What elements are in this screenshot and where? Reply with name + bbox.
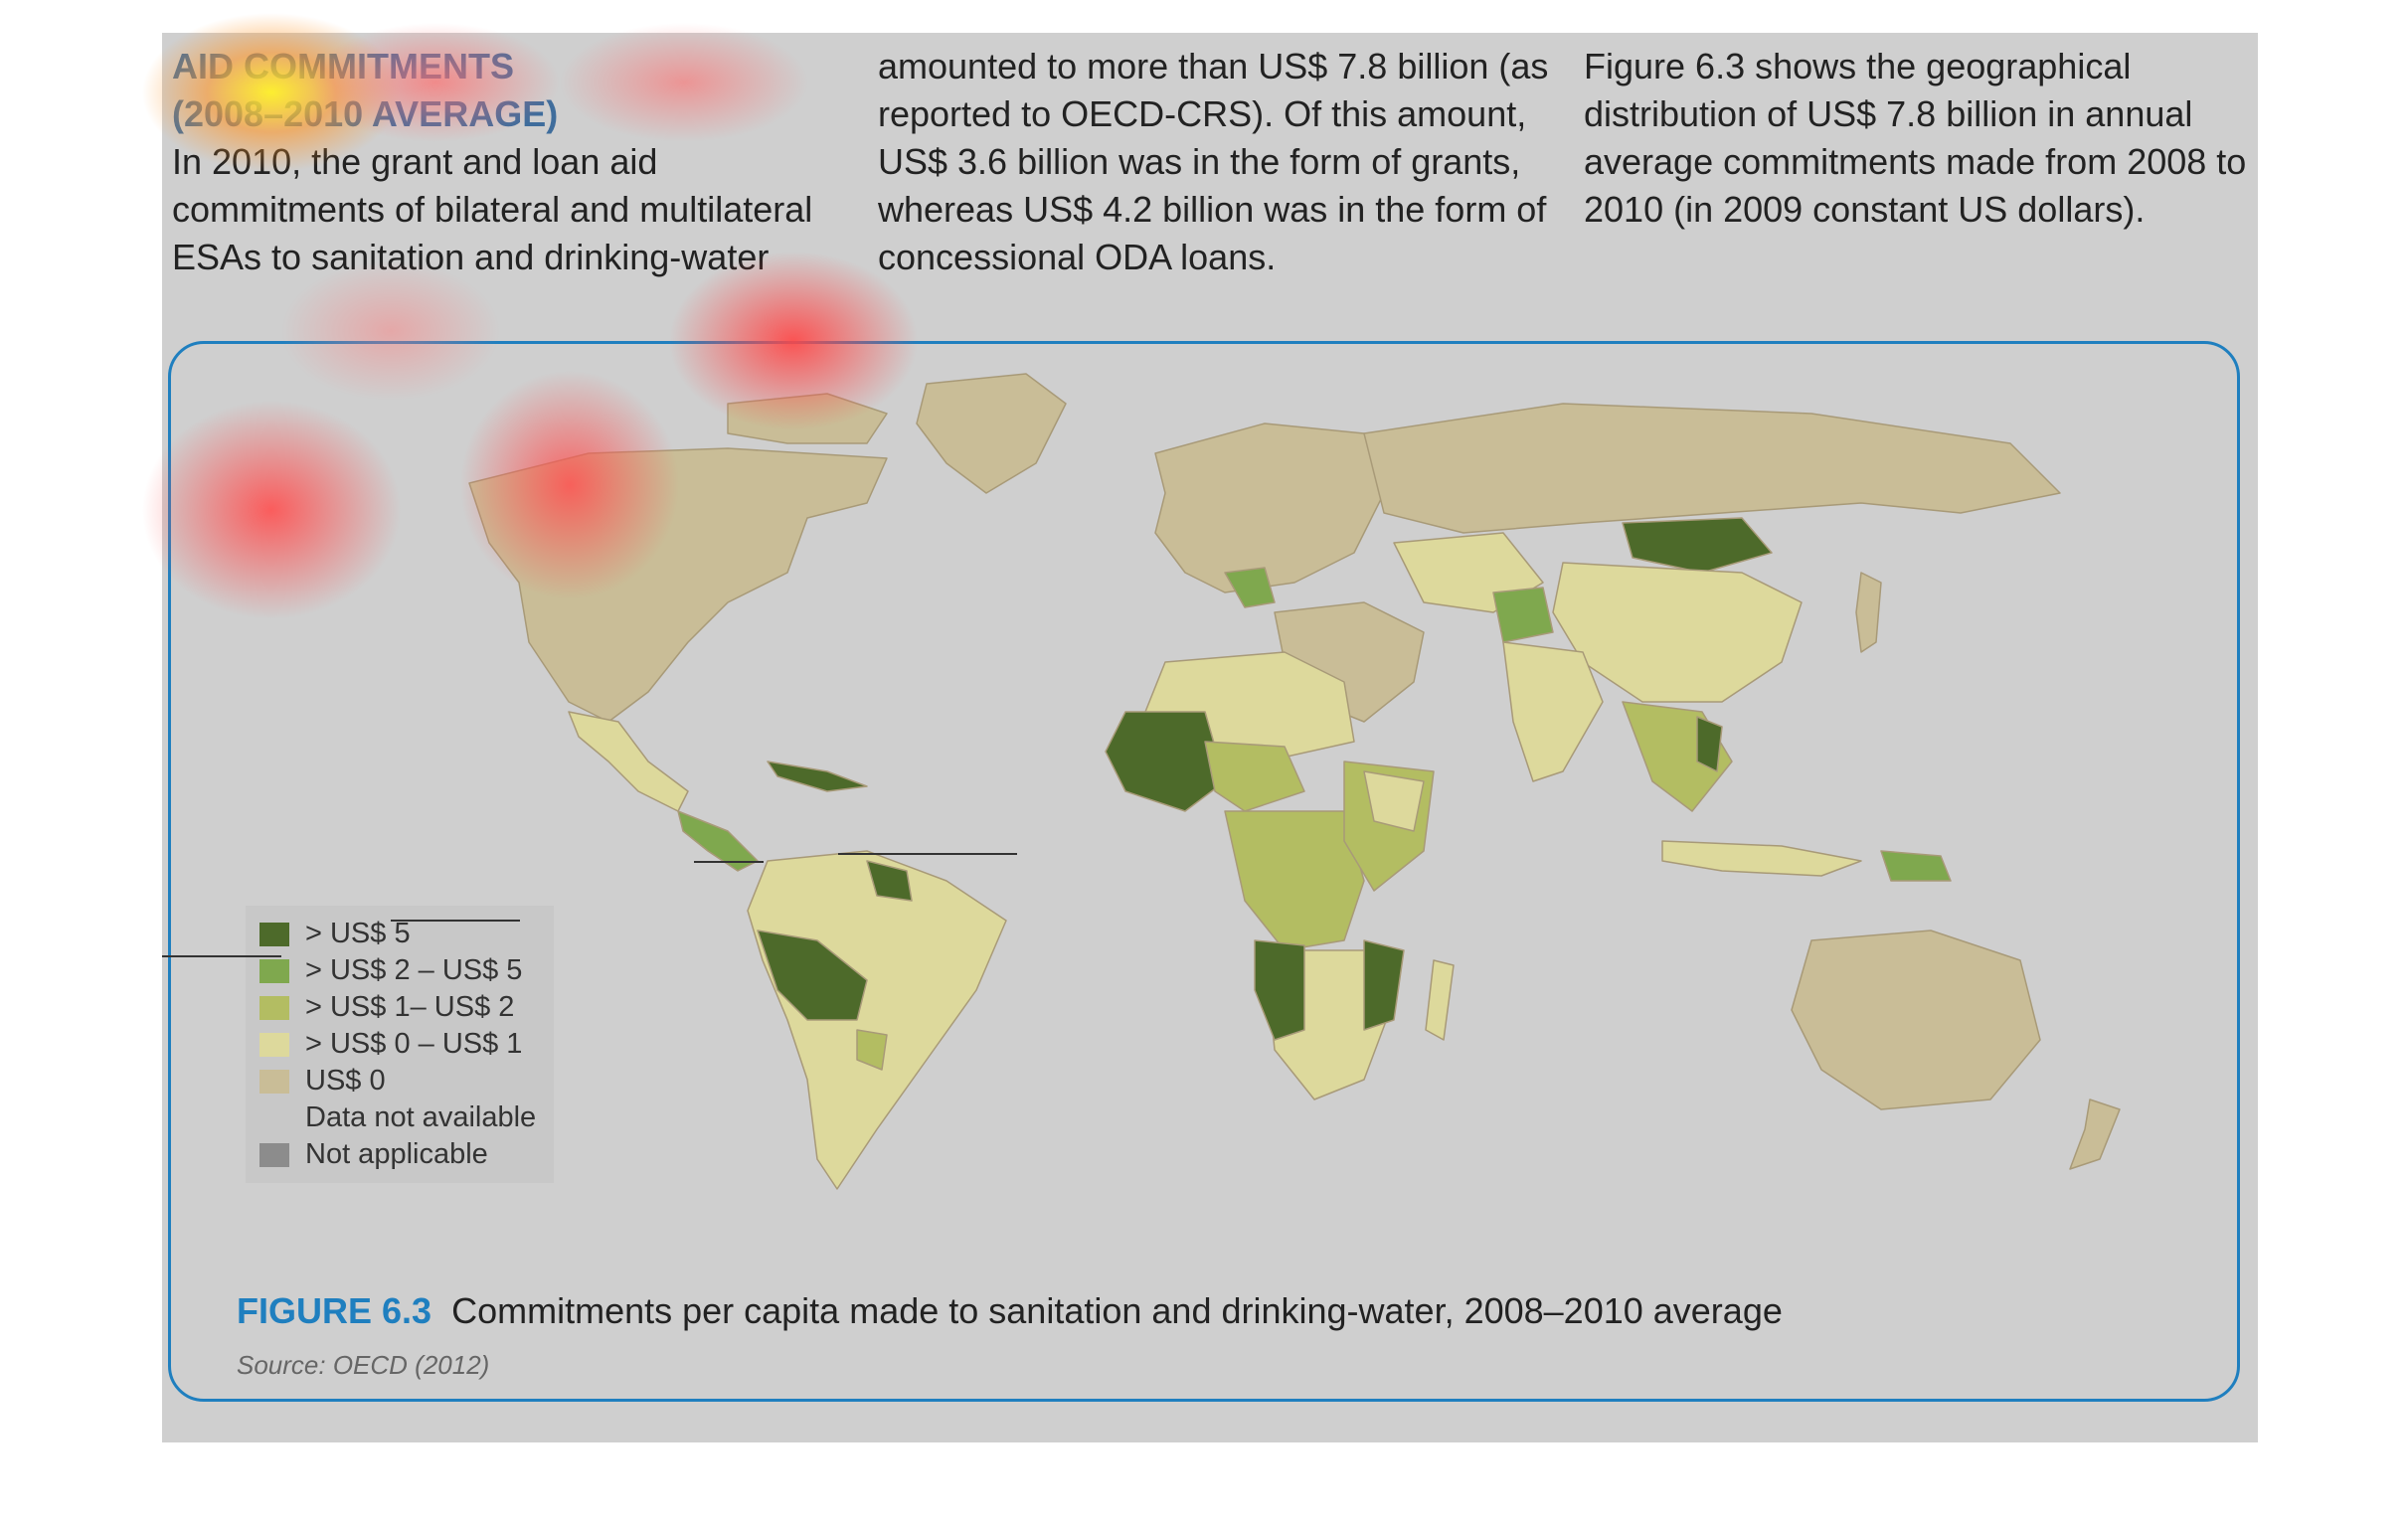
legend-item: > US$ 0 – US$ 1	[246, 1026, 554, 1063]
figure-label: FIGURE 6.3	[237, 1290, 432, 1331]
legend-item: US$ 0	[246, 1063, 554, 1099]
legend-label: Not applicable	[305, 1138, 488, 1170]
legend-label: > US$ 0 – US$ 1	[305, 1028, 523, 1060]
guianas	[866, 860, 913, 902]
mozambique	[1363, 939, 1405, 1031]
greenland	[916, 373, 1067, 494]
central-africa	[1224, 810, 1365, 951]
column-3-body: Figure 6.3 shows the geographical distri…	[1584, 46, 2247, 230]
europe	[1154, 422, 1385, 593]
mexico	[568, 711, 689, 812]
papua-new-guinea	[1880, 850, 1952, 882]
legend-item: Not applicable	[246, 1136, 554, 1173]
legend-swatch	[259, 958, 289, 983]
figure-caption-text: Commitments per capita made to sanitatio…	[451, 1290, 1783, 1331]
leader-line-legend	[162, 955, 281, 957]
china	[1552, 562, 1803, 703]
australia	[1791, 930, 2041, 1110]
balkans	[1224, 567, 1276, 608]
madagascar	[1425, 959, 1455, 1041]
india	[1502, 641, 1604, 782]
leader-line-caribbean	[838, 853, 1017, 855]
section-heading-line-2: (2008–2010 AVERAGE)	[172, 93, 559, 134]
caribbean-islands	[767, 760, 868, 792]
legend-item: > US$ 1– US$ 2	[246, 989, 554, 1026]
map-legend: > US$ 5 > US$ 2 – US$ 5 > US$ 1– US$ 2 > US…	[246, 906, 554, 1183]
world-map	[468, 373, 2121, 1190]
figure-source: Source: OECD (2012)	[237, 1350, 490, 1380]
peru-bolivia	[757, 930, 868, 1021]
legend-label: > US$ 1– US$ 2	[305, 991, 515, 1023]
legend-swatch	[259, 1069, 289, 1094]
ethiopia	[1363, 770, 1425, 832]
north-america-region	[468, 447, 888, 723]
text-column-3: Figure 6.3 shows the geographical distri…	[1584, 43, 2260, 234]
legend-swatch	[259, 1032, 289, 1057]
mongolia	[1622, 517, 1773, 574]
leader-line-legend-top	[391, 920, 520, 922]
canada-arctic-islands	[727, 393, 888, 444]
south-america	[747, 850, 1007, 1190]
column-1-body: In 2010, the grant and loan aid commitme…	[172, 141, 813, 277]
text-column-1: AID COMMITMENTS (2008–2010 AVERAGE) In 2…	[172, 43, 848, 281]
leader-line-central-america	[694, 861, 764, 863]
legend-item: Data not available	[246, 1099, 554, 1136]
new-zealand	[2069, 1098, 2121, 1170]
angola-namibia	[1254, 939, 1305, 1041]
central-america	[677, 810, 759, 872]
legend-swatch	[259, 995, 289, 1020]
sahel	[1204, 741, 1305, 812]
russia	[1363, 403, 2061, 534]
report-page: AID COMMITMENTS (2008–2010 AVERAGE) In 2…	[142, 13, 2260, 1442]
japan	[1855, 572, 1882, 653]
indonesia	[1661, 840, 1862, 877]
text-column-2: amounted to more than US$ 7.8 billion (a…	[878, 43, 1564, 281]
afghanistan-region	[1492, 587, 1554, 643]
legend-swatch	[259, 1142, 289, 1167]
west-africa	[1105, 711, 1226, 812]
column-2-body: amounted to more than US$ 7.8 billion (a…	[878, 46, 1549, 277]
section-heading-line-1: AID COMMITMENTS	[172, 46, 514, 86]
legend-label: > US$ 5	[305, 918, 411, 949]
paraguay	[856, 1029, 888, 1071]
figure-panel: > US$ 5 > US$ 2 – US$ 5 > US$ 1– US$ 2 > US…	[168, 341, 2240, 1402]
legend-swatch	[259, 922, 289, 946]
legend-label: > US$ 2 – US$ 5	[305, 954, 523, 986]
legend-label: Data not available	[305, 1101, 537, 1133]
legend-label: US$ 0	[305, 1065, 386, 1097]
legend-item: > US$ 2 – US$ 5	[246, 952, 554, 989]
legend-item: > US$ 5	[246, 916, 554, 952]
vietnam	[1696, 716, 1723, 772]
section-heading: AID COMMITMENTS (2008–2010 AVERAGE)	[172, 43, 848, 138]
figure-caption: FIGURE 6.3 Commitments per capita made t…	[237, 1290, 1783, 1332]
legend-swatch	[259, 1105, 289, 1130]
